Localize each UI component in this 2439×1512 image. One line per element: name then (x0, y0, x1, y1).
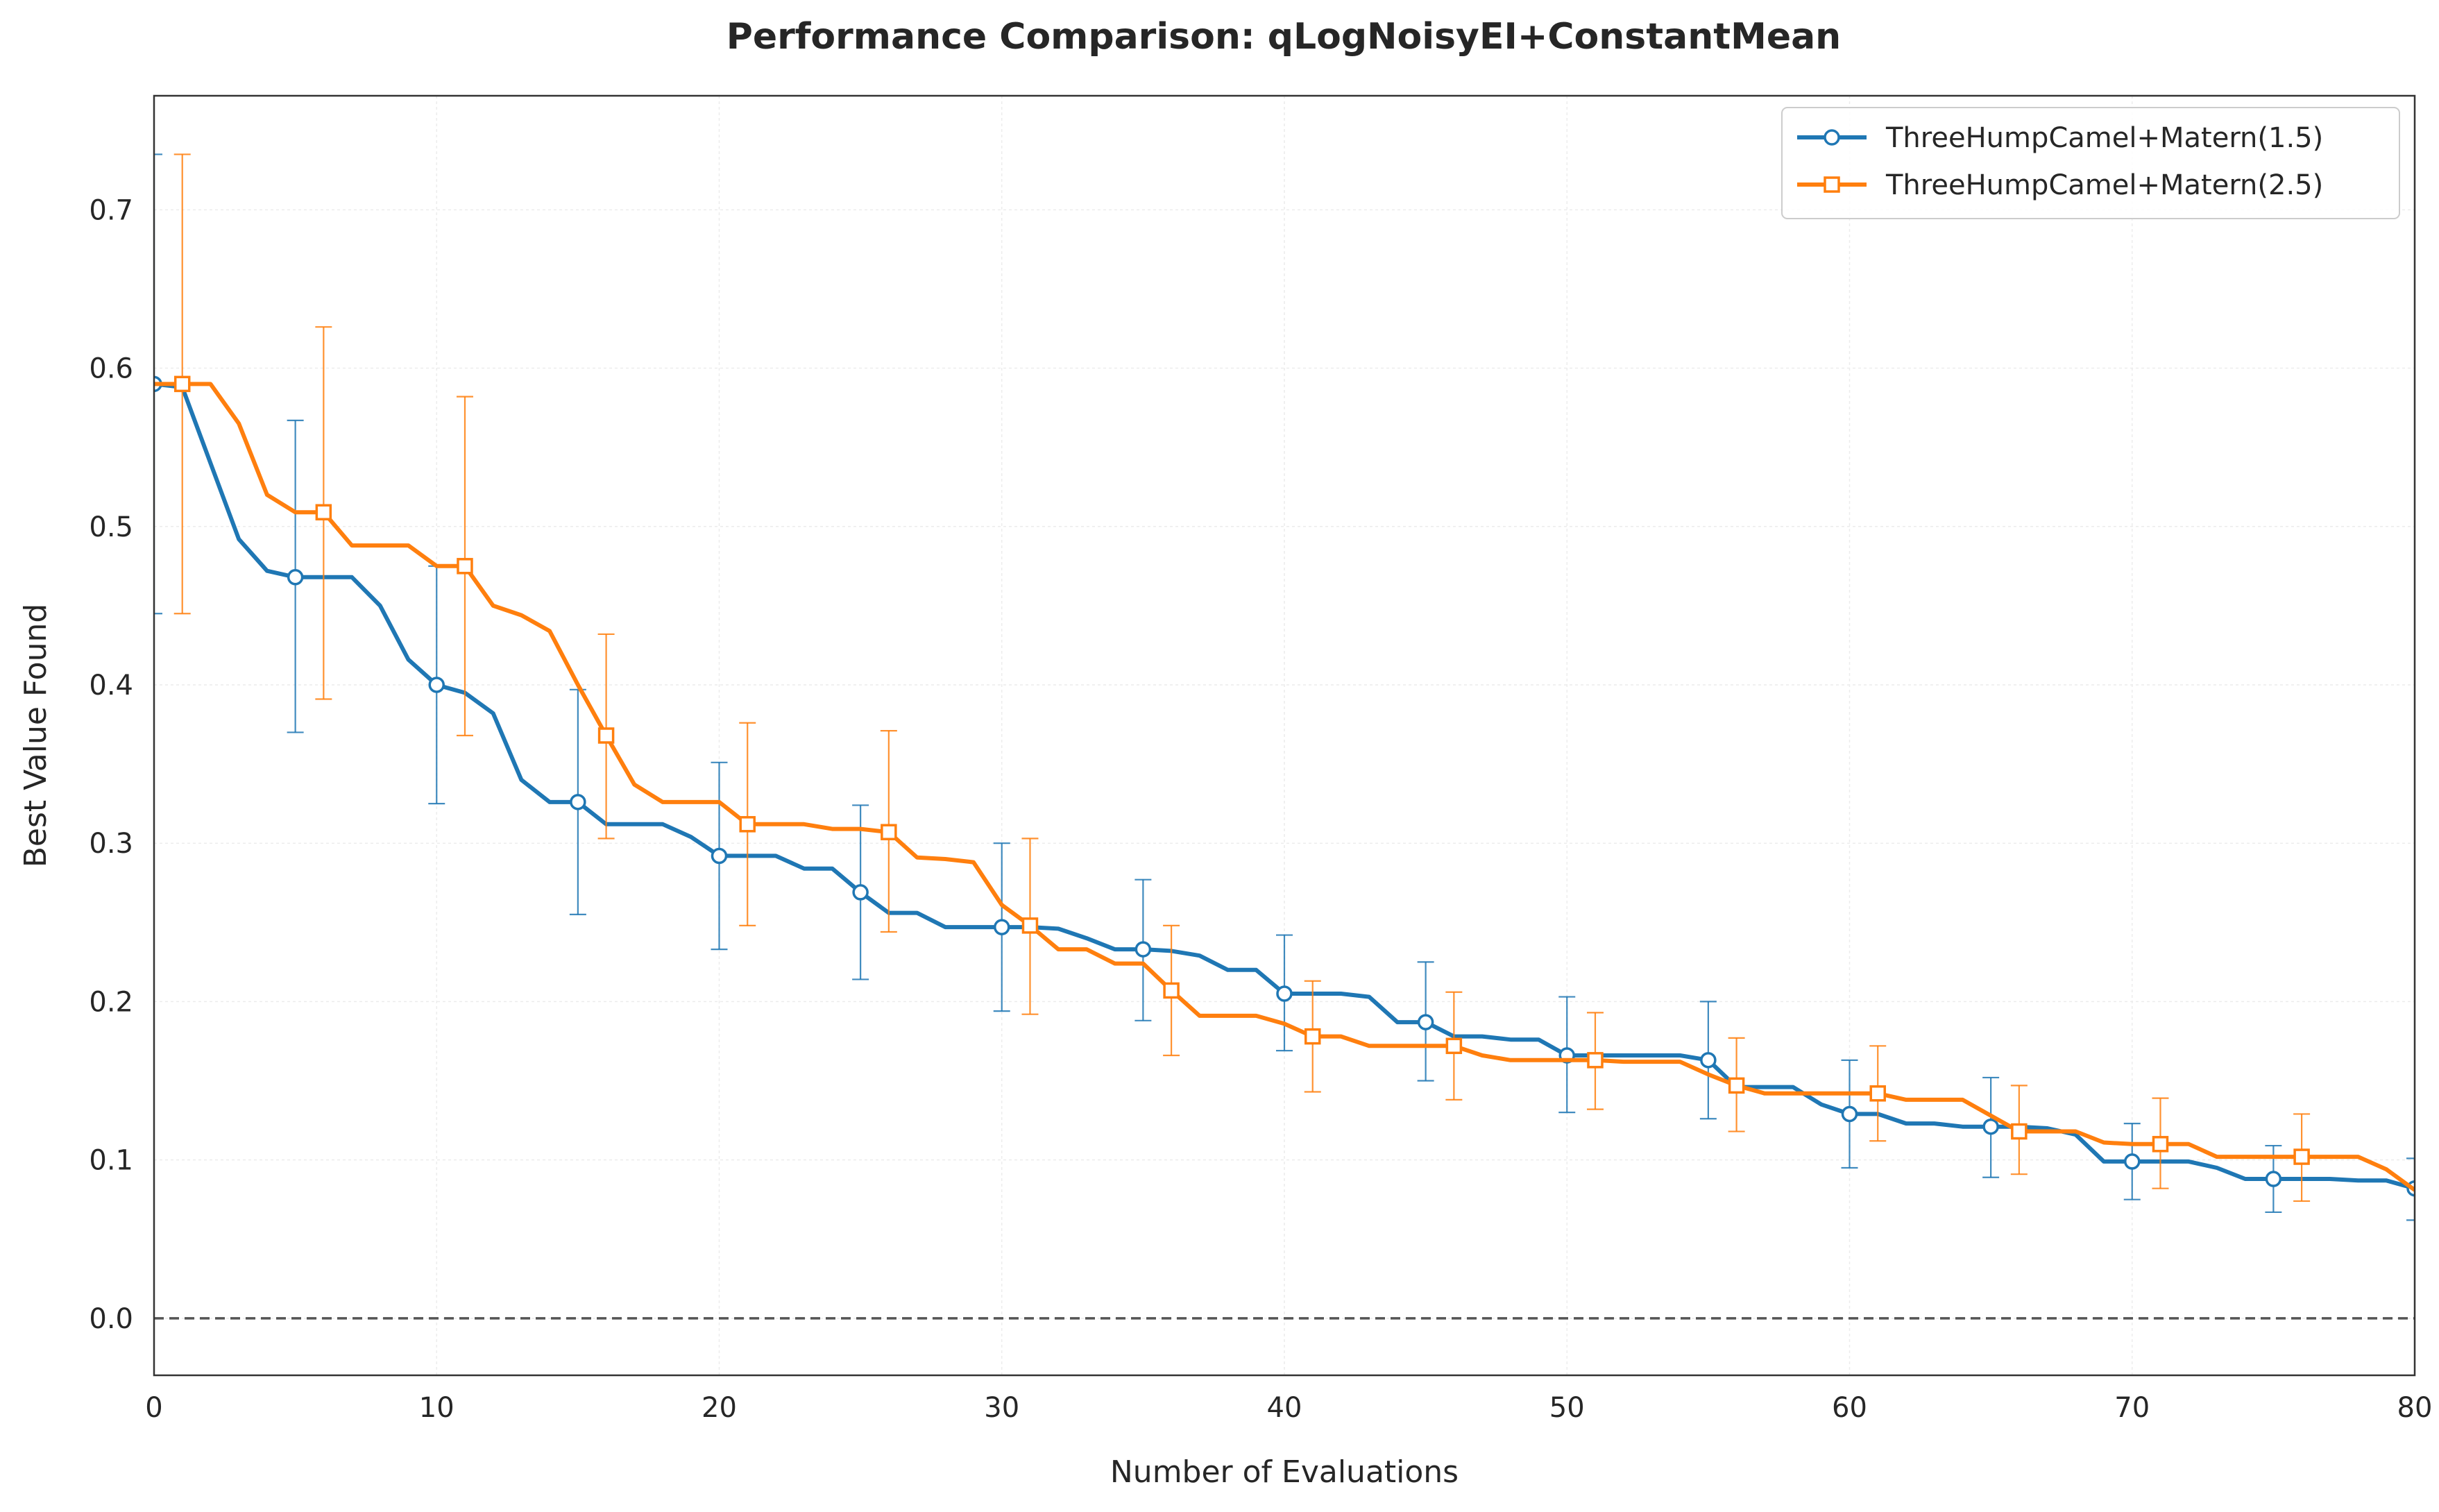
y-tick-label: 0.0 (89, 1303, 133, 1335)
x-tick-label: 60 (1832, 1392, 1867, 1424)
data-point-marker (457, 558, 473, 575)
y-axis-label: Best Value Found (18, 604, 53, 868)
data-point-marker (1982, 1118, 1999, 1135)
data-point-marker (1445, 1037, 1463, 1055)
data-point-marker (1869, 1085, 1886, 1102)
x-tick-label: 10 (419, 1392, 454, 1424)
data-point-marker (315, 504, 332, 520)
tick-labels: 0 10 20 30 40 50 60 70 80 0.0 0.1 0.2 0.3 0.4 0.5 0.6 0.… (89, 194, 2432, 1424)
data-point-marker (881, 824, 897, 840)
data-point-marker (1021, 917, 1039, 934)
data-point-marker (1163, 982, 1180, 999)
y-tick-label: 0.7 (89, 194, 133, 226)
data-point-marker (1728, 1077, 1745, 1094)
legend-marker (1824, 129, 1840, 146)
data-point-marker (2293, 1148, 2310, 1165)
y-tick-label: 0.3 (89, 828, 133, 860)
data-point-marker (852, 884, 869, 901)
data-point-marker (428, 677, 445, 693)
data-point-marker (739, 816, 756, 833)
data-point-marker (570, 794, 586, 810)
data-point-marker (1587, 1052, 1604, 1069)
legend-entry: ThreeHumpCamel+Matern(2.5) (1797, 169, 2323, 201)
plot-frame (153, 94, 2416, 1377)
data-point-marker (2124, 1153, 2141, 1170)
x-tick-label: 30 (984, 1392, 1019, 1424)
x-tick-label: 50 (1549, 1392, 1585, 1424)
data-point-marker (1841, 1105, 1858, 1123)
error-bar (154, 153, 162, 615)
data-point-marker (711, 847, 728, 865)
series-line (154, 382, 2415, 1192)
data-point-marker (2152, 1136, 2169, 1153)
data-point-marker (2011, 1123, 2028, 1140)
legend-label: ThreeHumpCamel+Matern(1.5) (1885, 122, 2323, 154)
y-tick-label: 0.1 (89, 1145, 133, 1177)
x-tick-label: 80 (2397, 1392, 2433, 1424)
y-tick-label: 0.2 (89, 986, 133, 1018)
x-tick-label: 20 (702, 1392, 737, 1424)
data-point-marker (1304, 1028, 1321, 1045)
data-point-marker (1700, 1052, 1717, 1069)
y-tick-label: 0.5 (89, 511, 133, 543)
x-tick-label: 0 (145, 1392, 162, 1424)
legend-marker (1824, 176, 1840, 193)
legend-label: ThreeHumpCamel+Matern(2.5) (1885, 169, 2323, 201)
x-tick-label: 40 (1267, 1392, 1302, 1424)
error-bar (2406, 1157, 2415, 1221)
data-point-marker (597, 727, 615, 744)
data-point-marker (2265, 1171, 2282, 1187)
x-tick-label: 70 (2114, 1392, 2150, 1424)
y-tick-label: 0.4 (89, 670, 133, 702)
series-2 (154, 153, 2415, 1203)
data-point-marker (994, 919, 1010, 935)
data-point-marker (173, 375, 191, 393)
data-point-marker (1134, 941, 1152, 958)
y-tick-label: 0.6 (89, 353, 133, 385)
legend: ThreeHumpCamel+Matern(1.5) ThreeHumpCamel… (1781, 107, 2400, 219)
series-layer (154, 153, 2415, 1221)
chart-title: Performance Comparison: qLogNoisyEI+Cons… (726, 16, 1841, 58)
data-point-marker (1276, 985, 1293, 1002)
legend-entries: ThreeHumpCamel+Matern(1.5) ThreeHumpCamel… (1797, 122, 2323, 201)
legend-box (1781, 107, 2400, 219)
legend-entry: ThreeHumpCamel+Matern(1.5) (1797, 122, 2323, 154)
x-axis-label: Number of Evaluations (1110, 1454, 1459, 1490)
data-point-marker (287, 569, 304, 586)
data-point-marker (1417, 1014, 1434, 1030)
series-1 (154, 153, 2415, 1221)
